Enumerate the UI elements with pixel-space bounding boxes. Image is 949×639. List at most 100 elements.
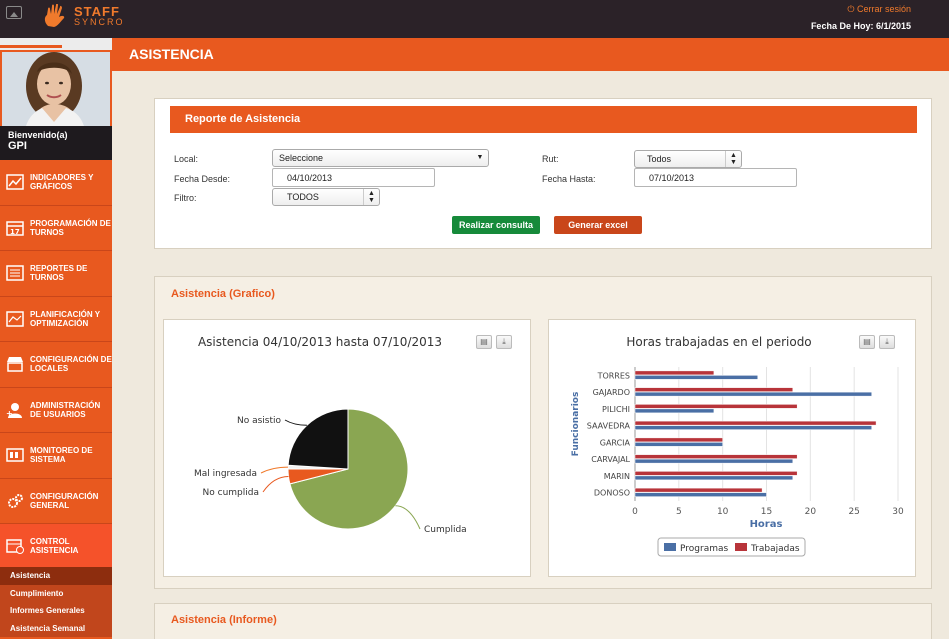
download-icon[interactable]: ⤓ [496, 335, 512, 349]
print-icon[interactable]: ▤ [859, 335, 875, 349]
sidebar-item-reportes[interactable]: REPORTES DE TURNOS [0, 251, 112, 297]
sidebar-label: PROGRAMACIÓN DE [30, 218, 111, 228]
submenu-item-cumplimiento[interactable]: Cumplimiento [0, 584, 112, 602]
pie-connector [284, 419, 307, 426]
planning-icon [6, 311, 24, 327]
sidebar-label: REPORTES DE [30, 264, 88, 274]
sidebar-label: CONTROL [30, 537, 70, 547]
bar-trabajadas[interactable] [634, 487, 763, 493]
sidebar-label: GRÁFICOS [30, 182, 73, 192]
filtro-select[interactable]: TODOS ▲ ▼ [272, 188, 380, 206]
legend-swatch [664, 543, 676, 551]
submenu-item-semanal[interactable]: Asistencia Semanal [0, 619, 112, 637]
local-select-value: Seleccione [279, 153, 324, 163]
sidebar-item-locales[interactable]: CONFIGURACIÓN DE LOCALES [0, 342, 112, 388]
sidebar-label: PLANIFICACIÓN Y [30, 309, 101, 319]
add-user-icon: + [6, 402, 22, 418]
sidebar-label: TURNOS [30, 273, 64, 283]
grafico-section-title[interactable]: Asistencia (Grafico) [171, 288, 275, 300]
chart-legend[interactable]: Programas Trabajadas [657, 537, 806, 557]
bar-trabajadas[interactable] [634, 404, 798, 409]
category-label: MARIN [604, 472, 630, 481]
category-label: DONOSO [594, 489, 630, 498]
logout-label: Cerrar sesión [856, 4, 911, 14]
bar-programas[interactable] [634, 492, 767, 497]
bar-programas[interactable] [634, 375, 758, 380]
sidebar-item-planificacion[interactable]: PLANIFICACIÓN Y OPTIMIZACIÓN [0, 297, 112, 342]
y-axis-label: Funcionarios [571, 392, 581, 457]
print-icon[interactable]: ▤ [476, 335, 492, 349]
bar-trabajadas[interactable] [634, 370, 715, 376]
bar-trabajadas[interactable] [634, 420, 877, 426]
app-logo[interactable]: STAFF SYNCRO [42, 4, 125, 28]
welcome-box: Bienvenido(a) GPI [0, 126, 112, 160]
sidebar-label: CONFIGURACIÓN DE [30, 355, 112, 365]
pie-connector [260, 466, 289, 474]
category-label: PILICHI [602, 405, 630, 414]
sidebar-label: CONFIGURACIÓN [30, 491, 99, 501]
report-panel: Reporte de Asistencia Local: Seleccione … [154, 98, 932, 249]
pie-chart: Asistencia 04/10/2013 hasta 07/10/2013 C… [194, 335, 467, 535]
informe-section: Asistencia (Informe) [154, 603, 932, 639]
filtro-select-value: TODOS [287, 192, 319, 202]
x-axis-label: Horas [750, 519, 783, 530]
x-tick-label: 20 [805, 507, 817, 517]
fecha-desde-label: Fecha Desde: [174, 174, 231, 184]
bar-programas[interactable] [634, 391, 872, 397]
bar-trabajadas[interactable] [634, 471, 798, 476]
rut-select-value: Todos [647, 154, 672, 164]
sidebar-item-configuracion-general[interactable]: CONFIGURACIÓN GENERAL [0, 479, 112, 524]
grafico-section: Asistencia (Grafico) Asistencia 04/10/20… [154, 276, 932, 589]
sidebar-item-usuarios[interactable]: + ADMINISTRACIÓN DE USUARIOS [0, 388, 112, 433]
image-icon [6, 6, 22, 19]
local-select[interactable]: Seleccione ▼ [272, 149, 489, 167]
sidebar-item-monitoreo[interactable]: MONITOREO DE SISTEMA [0, 433, 112, 479]
sidebar-label: INDICADORES Y [30, 173, 94, 183]
rut-label: Rut: [542, 154, 559, 164]
pie-label: Cumplida [424, 525, 467, 535]
legend-box [657, 537, 806, 557]
bar-programas[interactable] [634, 408, 715, 414]
category-label: SAAVEDRA [587, 422, 631, 431]
bar-trabajadas[interactable] [634, 387, 794, 392]
sidebar-top-strip [0, 38, 112, 50]
bar-trabajadas[interactable] [634, 454, 798, 459]
page-title: ASISTENCIA [129, 46, 214, 62]
fecha-hasta-input[interactable]: 07/10/2013 [634, 168, 797, 187]
fecha-hasta-label: Fecha Hasta: [542, 174, 596, 184]
generar-excel-button[interactable]: Generar excel [554, 216, 642, 234]
informe-section-title[interactable]: Asistencia (Informe) [171, 614, 277, 626]
x-tick-label: 30 [892, 507, 904, 517]
chevron-down-icon: ▼ [476, 154, 484, 161]
bar-trabajadas[interactable] [634, 437, 723, 443]
bar-programas[interactable] [634, 425, 872, 430]
sidebar-label: OPTIMIZACIÓN [30, 318, 89, 328]
bar-programas[interactable] [634, 442, 723, 447]
svg-text:+: + [6, 409, 13, 418]
sidebar-item-control-asistencia[interactable]: CONTROL ASISTENCIA [0, 524, 112, 570]
welcome-label: Bienvenido(a) [8, 130, 68, 140]
sidebar-label: SISTEMA [30, 455, 66, 465]
category-label: GAJARDO [593, 388, 630, 397]
fecha-desde-input[interactable]: 04/10/2013 [272, 168, 435, 187]
submenu-item-informes[interactable]: Informes Generales [0, 602, 112, 620]
updown-icon: ▲ ▼ [363, 189, 379, 205]
x-tick-label: 15 [761, 507, 772, 517]
realizar-consulta-button[interactable]: Realizar consulta [452, 216, 540, 234]
pie-slice-no-asistio[interactable] [287, 408, 349, 470]
bar-programas[interactable] [634, 458, 794, 464]
submenu: Asistencia Cumplimiento Informes General… [0, 567, 112, 637]
power-icon: ⏻ [847, 4, 855, 14]
chart-icon [6, 174, 24, 190]
sidebar-item-indicadores[interactable]: INDICADORES Y GRÁFICOS [0, 160, 112, 206]
report-icon [6, 265, 24, 281]
submenu-item-asistencia[interactable]: Asistencia [0, 567, 112, 585]
download-icon[interactable]: ⤓ [879, 335, 895, 349]
rut-select[interactable]: Todos ▲ ▼ [634, 150, 742, 168]
logout-link[interactable]: ⏻ Cerrar sesión [847, 4, 911, 15]
pie-title: Asistencia 04/10/2013 hasta 07/10/2013 [198, 335, 442, 349]
sidebar-item-programacion[interactable]: 17 PROGRAMACIÓN DE TURNOS [0, 206, 112, 251]
bar-programas[interactable] [634, 475, 794, 481]
bar-chart: Horas trabajadas en el periodo TORRES GAJ… [571, 335, 904, 557]
user-name: GPI [8, 140, 27, 152]
